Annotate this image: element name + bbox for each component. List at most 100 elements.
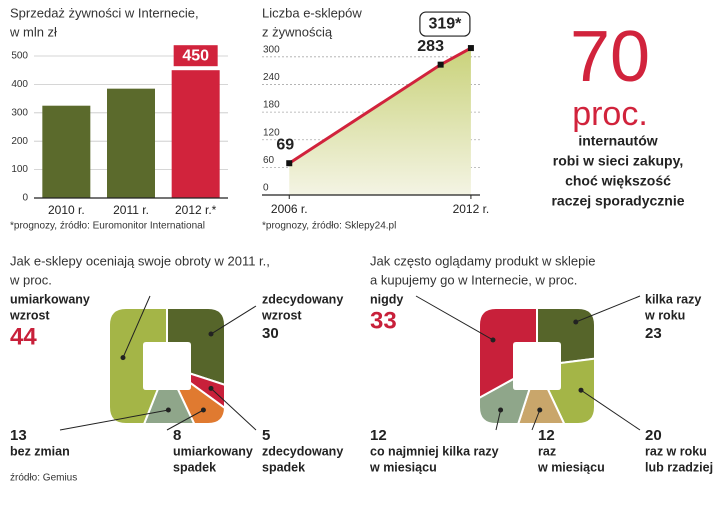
point [467, 45, 474, 52]
chart-title: Jak często oglądamy produkt w sklepie [370, 253, 595, 268]
category-label: kilka razy [645, 292, 701, 306]
x-tick-label: 2012 r.* [175, 203, 217, 217]
category-label: co najmniej kilka razy [370, 444, 499, 458]
y-tick-label: 500 [11, 51, 28, 62]
y-tick-label: 60 [263, 155, 275, 166]
leader-line [575, 295, 641, 323]
bar [107, 88, 155, 198]
category-label: w miesiącu [369, 460, 437, 474]
ring-segment [535, 349, 594, 423]
ring [480, 309, 594, 423]
y-tick-label: 120 [263, 127, 280, 138]
leader-line [59, 409, 169, 431]
highlight-text: robi w sieci zakupy, [553, 153, 683, 169]
value-label: 44 [10, 323, 37, 350]
category-label: raz [538, 444, 556, 458]
ring-segment [480, 363, 539, 423]
ring-segment [110, 309, 168, 423]
highlight-text: choć większość [565, 173, 671, 189]
x-tick-label: 2011 r. [113, 203, 149, 217]
category-label: lub rzadziej [645, 460, 713, 474]
leader-line [580, 389, 641, 431]
leader-dot [573, 319, 579, 325]
leader-dot [200, 407, 206, 413]
chart-title: Liczba e-sklepów [262, 5, 362, 20]
value-label: 12 [538, 427, 555, 444]
chart-title: Sprzedaż żywności w Internecie, [10, 5, 199, 20]
leader-line [166, 409, 204, 431]
value-label: 33 [370, 307, 397, 334]
x-tick-label: 2006 r. [271, 202, 308, 216]
category-label: nigdy [370, 292, 403, 306]
category-label: spadek [173, 460, 216, 474]
leader-line [415, 295, 494, 341]
x-tick-label: 2010 r. [48, 203, 85, 217]
leader-line [531, 409, 541, 431]
leader-dot [578, 387, 584, 393]
highlight-unit: proc. [572, 95, 648, 133]
source-note: *prognozy, źródło: Sklepy24.pl [262, 221, 396, 232]
value-label: 12 [370, 427, 387, 444]
value-label: 69 [276, 136, 294, 153]
ring-segment [166, 365, 224, 423]
highlight-number: 70 [570, 17, 650, 97]
category-label: wzrost [261, 308, 302, 322]
y-tick-label: 0 [263, 183, 269, 194]
y-tick-label: 180 [263, 100, 280, 111]
category-label: spadek [262, 460, 305, 474]
highlight-text: raczej sporadycznie [551, 193, 684, 209]
chart-title: w proc. [9, 272, 52, 287]
category-label: zdecydowany [262, 444, 343, 458]
ring-segment [536, 309, 594, 368]
chart-title: w mln zł [9, 24, 57, 39]
point [437, 61, 444, 68]
value-label-box [419, 11, 471, 37]
category-label: w roku [644, 308, 685, 322]
leader-line [210, 305, 257, 335]
leader-line [210, 388, 257, 431]
source-note: źródło: Gemius [10, 473, 77, 484]
value-label: 13 [10, 427, 27, 444]
bar [171, 70, 220, 198]
value-label-box [173, 45, 218, 67]
value-label: 30 [262, 325, 279, 342]
leader-dot [165, 407, 171, 413]
leader-dot [490, 337, 496, 343]
ring-segment [480, 309, 538, 423]
leader-line [122, 295, 151, 358]
category-label: wzrost [9, 308, 50, 322]
leader-dot [208, 331, 214, 337]
highlight-text: internautów [578, 133, 657, 149]
category-label: w miesiącu [537, 460, 605, 474]
value-label: 319* [428, 15, 462, 32]
source-note: *prognozy, źródło: Euromonitor Internati… [10, 221, 205, 232]
y-tick-label: 300 [11, 107, 28, 118]
category-label: umiarkowany [173, 444, 253, 458]
ring [110, 309, 224, 423]
category-label: bez zmian [10, 444, 70, 458]
y-tick-label: 240 [263, 72, 280, 83]
area [289, 48, 471, 195]
value-label: 23 [645, 325, 662, 342]
leader-dot [120, 355, 126, 361]
point [286, 160, 293, 167]
leader-dot [208, 385, 214, 391]
category-label: umiarkowany [10, 292, 90, 306]
y-tick-label: 300 [263, 44, 280, 55]
y-tick-label: 400 [11, 79, 28, 90]
leader-dot [498, 407, 504, 413]
bar [42, 105, 91, 198]
category-label: raz w roku [645, 444, 707, 458]
ring-segment [166, 309, 224, 405]
leader-dot [537, 407, 543, 413]
value-label: 5 [262, 427, 270, 444]
chart-title: z żywnością [262, 24, 333, 39]
category-label: zdecydowany [262, 292, 343, 306]
chart-title: Jak e-sklepy oceniają swoje obroty w 201… [10, 253, 270, 268]
y-tick-label: 0 [22, 193, 28, 204]
y-tick-label: 100 [11, 164, 28, 175]
value-label: 20 [645, 427, 662, 444]
ring-segment [166, 365, 224, 423]
value-label: 283 [417, 38, 444, 55]
